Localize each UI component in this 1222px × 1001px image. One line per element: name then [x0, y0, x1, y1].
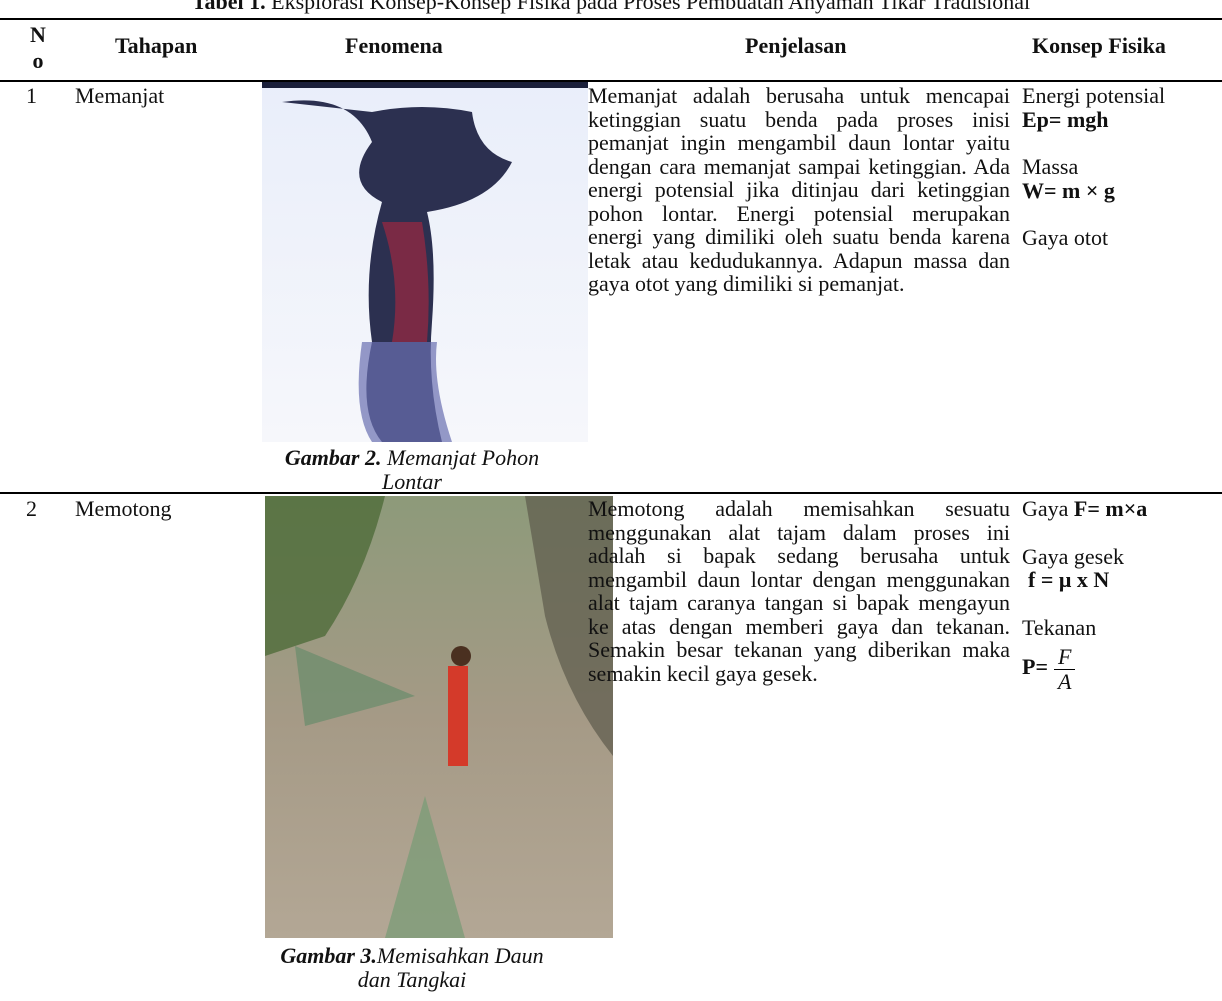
- formula-lhs: P=: [1022, 654, 1048, 680]
- figure-label: Gambar 3.: [280, 943, 377, 968]
- konsep-name: Gaya: [1022, 496, 1069, 521]
- figure-text: Memanjat Pohon Lontar: [382, 445, 540, 494]
- konsep-name: Tekanan: [1022, 614, 1097, 640]
- figure-text: Memisahkan Daun dan Tangkai: [357, 943, 544, 992]
- row-tahapan: Memotong: [75, 496, 172, 521]
- header-rule: [0, 80, 1222, 82]
- konsep-formula: f = μ x N: [1028, 567, 1110, 592]
- row-rule: [0, 492, 1222, 494]
- photo-cutting: [265, 496, 613, 938]
- figure-caption: Gambar 3.Memisahkan Daun dan Tangkai: [262, 944, 562, 991]
- konsep-list: Energi potensial Ep= mgh Massa W= m × g …: [1022, 84, 1165, 250]
- penjelasan: Memanjat adalah berusaha untuk mencapai …: [588, 83, 1010, 296]
- header-no: N o: [30, 22, 46, 73]
- konsep-formula: W= m × g: [1022, 177, 1115, 203]
- konsep-formula: F= m×a: [1073, 496, 1148, 521]
- konsep-list: Gaya F= m×a Gaya gesek f = μ x N Tekanan…: [1022, 497, 1147, 693]
- row-tahapan: Memanjat: [75, 83, 165, 108]
- header-konsep: Konsep Fisika: [1032, 33, 1166, 58]
- figure-caption: Gambar 2. Memanjat Pohon Lontar: [262, 446, 562, 493]
- header-tahapan: Tahapan: [115, 33, 198, 58]
- header-fenomena: Fenomena: [345, 33, 443, 58]
- caption-text: Eksplorasi Konsep-Konsep Fisika pada Pro…: [271, 0, 1031, 14]
- row-no: 1: [26, 83, 37, 108]
- photo-climbing: [262, 82, 588, 442]
- formula-numerator: F: [1053, 645, 1076, 670]
- table-caption: Tabel 1. Eksplorasi Konsep-Konsep Fisika…: [0, 0, 1222, 14]
- header-penjelasan: Penjelasan: [745, 33, 847, 58]
- konsep-name: Gaya gesek: [1022, 543, 1125, 569]
- figure-label: Gambar 2.: [284, 445, 382, 470]
- konsep-name: Gaya otot: [1022, 225, 1109, 250]
- konsep-name: Massa: [1022, 154, 1079, 179]
- row-no: 2: [26, 496, 37, 521]
- penjelasan: Memotong adalah memisahkan sesuatu mengg…: [588, 496, 1010, 686]
- konsep-name: Energi potensial: [1022, 83, 1166, 108]
- formula-denominator: A: [1057, 668, 1072, 694]
- top-rule: [0, 18, 1222, 20]
- caption-label: Tabel 1.: [191, 0, 266, 14]
- konsep-formula: Ep= mgh: [1022, 106, 1109, 132]
